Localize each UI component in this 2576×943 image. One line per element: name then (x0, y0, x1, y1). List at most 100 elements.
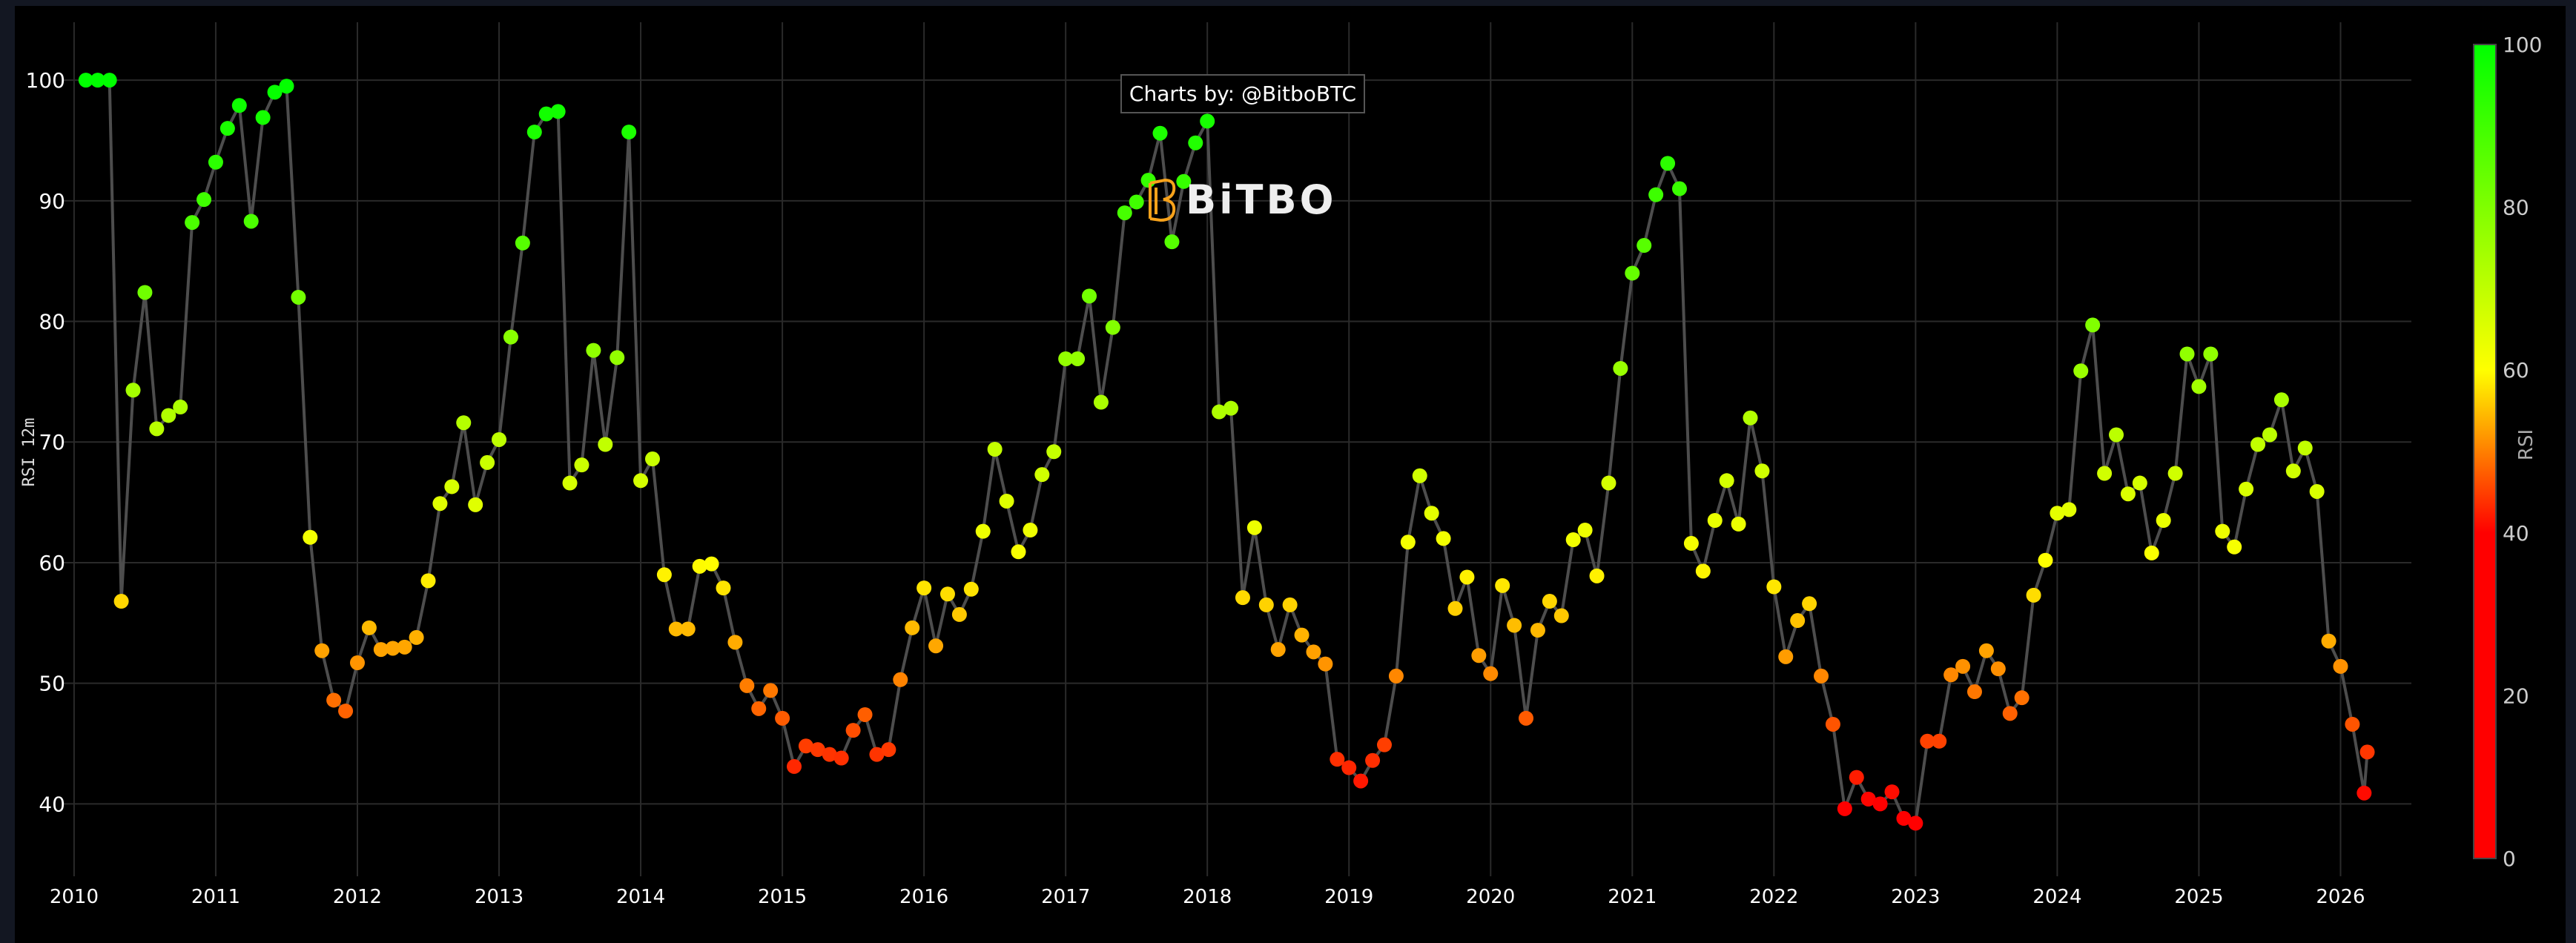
data-point (2097, 466, 2113, 481)
data-point (2156, 513, 2171, 528)
colorbar-title: RSI (2515, 429, 2537, 460)
data-point (1553, 608, 1569, 623)
data-point (798, 738, 813, 754)
data-point (314, 643, 330, 658)
data-point (1754, 463, 1770, 479)
data-point (787, 758, 802, 774)
x-tick-label: 2020 (1466, 886, 1515, 908)
data-point (2050, 506, 2065, 521)
data-point (1129, 194, 1144, 210)
y-tick-label: 80 (39, 310, 65, 334)
data-point (2345, 716, 2360, 732)
data-point (1908, 815, 1923, 831)
data-point (1318, 656, 1333, 672)
x-tick-label: 2022 (1749, 886, 1798, 908)
data-point (303, 529, 318, 545)
x-tick-label: 2010 (50, 886, 99, 908)
x-tick-label: 2011 (191, 886, 240, 908)
data-point (822, 747, 837, 762)
data-point (1743, 410, 1758, 426)
data-point (102, 73, 117, 88)
data-point (1093, 394, 1109, 410)
data-point (2026, 587, 2041, 603)
y-tick-label: 40 (39, 792, 65, 816)
x-tick-label: 2026 (2316, 886, 2365, 908)
bitbo-logo-text: BiTBO (1186, 176, 1337, 223)
bitbo-b-icon (1149, 178, 1176, 222)
data-point (255, 110, 271, 125)
data-point (468, 497, 483, 512)
data-point (704, 556, 719, 572)
data-point (763, 683, 779, 698)
data-point (2167, 466, 2183, 481)
data-point (1778, 649, 1794, 664)
y-tick-label: 50 (39, 672, 65, 696)
data-point (1790, 613, 1806, 629)
data-point (409, 629, 424, 645)
y-tick-label: 90 (39, 189, 65, 214)
x-tick-label: 2017 (1041, 886, 1090, 908)
x-tick-label: 2023 (1891, 886, 1940, 908)
data-point (2262, 427, 2277, 443)
data-point (963, 581, 979, 597)
y-tick-label: 100 (26, 68, 65, 93)
data-point (2297, 440, 2313, 456)
data-point (610, 350, 625, 365)
data-point (2120, 486, 2136, 502)
data-point (810, 742, 825, 758)
data-point (492, 431, 507, 447)
data-point (373, 642, 389, 658)
data-point (1223, 400, 1239, 416)
data-point (845, 723, 861, 738)
data-point (1896, 810, 1912, 826)
colorbar-ticks: 0 20 40 60 80 100 (2503, 33, 2542, 871)
data-point (1695, 563, 1711, 579)
data-point (1990, 661, 2006, 677)
x-tick-label: 2014 (616, 886, 665, 908)
data-point (267, 85, 283, 100)
data-point (1011, 544, 1026, 560)
data-point (2215, 523, 2230, 539)
data-point (1105, 320, 1120, 335)
data-point (1542, 594, 1557, 609)
data-point (1707, 513, 1723, 528)
colorbar-tick-label: 60 (2503, 358, 2529, 383)
data-point (1660, 156, 1676, 171)
data-point (869, 747, 885, 762)
data-point (1884, 784, 1900, 800)
data-point (326, 692, 342, 708)
data-point (1412, 468, 1427, 483)
data-point (78, 73, 93, 88)
data-point (1860, 791, 1876, 807)
data-point (456, 415, 472, 431)
bitbo-logo: BiTBO (1146, 176, 1337, 223)
data-point (550, 104, 566, 119)
data-point (1530, 623, 1545, 638)
data-point (2109, 427, 2124, 443)
data-point (1648, 187, 1664, 202)
data-point (208, 154, 223, 170)
data-point (2061, 502, 2077, 517)
x-tick-label: 2015 (758, 886, 807, 908)
x-tick-label: 2021 (1608, 886, 1657, 908)
data-point (1565, 532, 1581, 548)
data-point (2239, 481, 2254, 497)
data-point (857, 707, 873, 722)
data-point (2073, 363, 2089, 379)
data-point (1849, 770, 1864, 785)
colorbar (2473, 44, 2497, 859)
colorbar-tick-label: 100 (2503, 33, 2542, 57)
data-point (1837, 801, 1852, 816)
x-axis: 2010 2011 2012 2013 2014 2015 2016 2017 2018 2019… (50, 886, 2365, 908)
data-point (515, 235, 530, 251)
data-point (1601, 475, 1616, 491)
grid (62, 22, 2411, 876)
data-point (2014, 690, 2030, 706)
data-point (1671, 181, 1687, 196)
data-point (1046, 444, 1062, 460)
data-point (928, 638, 944, 654)
data-point (621, 125, 637, 140)
data-point (1577, 523, 1593, 538)
data-point (1330, 752, 1345, 767)
data-point (1341, 760, 1357, 775)
